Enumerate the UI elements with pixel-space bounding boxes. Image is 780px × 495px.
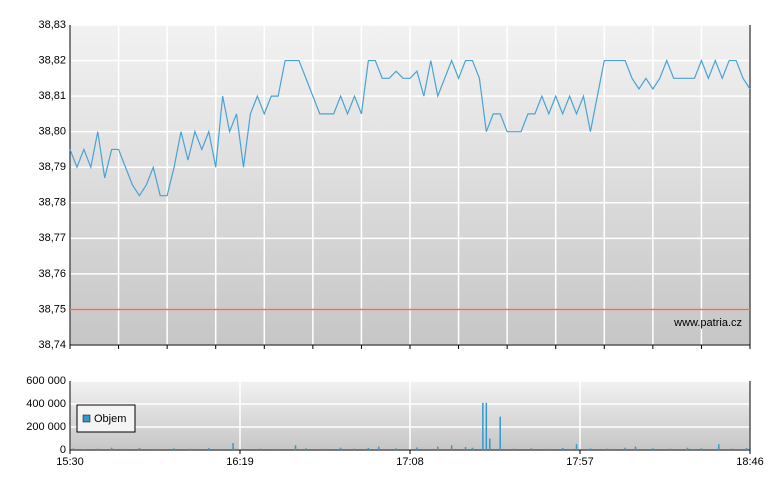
volume-bar [395, 448, 397, 450]
volume-bar [138, 447, 141, 450]
volume-bar [353, 448, 356, 450]
volume-bar [322, 448, 325, 450]
volume-bar [575, 444, 578, 450]
volume-bar [124, 448, 127, 450]
x-tick-label: 16:19 [226, 456, 254, 468]
volume-bar [482, 402, 484, 450]
x-tick-label: 15:30 [56, 456, 84, 468]
volume-bar [530, 448, 533, 450]
volume-bar [208, 448, 210, 450]
y-tick-label: 600 000 [26, 375, 66, 387]
volume-bar [471, 447, 474, 450]
price-line [69, 58, 751, 197]
volume-bar [294, 445, 297, 450]
volume-bar [110, 447, 113, 450]
volume-bar [485, 402, 488, 450]
x-tick-label: 18:46 [736, 456, 764, 468]
volume-bar [437, 446, 439, 450]
y-tick-label: 200 000 [26, 421, 66, 433]
volume-bar [97, 448, 99, 450]
volume-bar [561, 447, 564, 450]
volume-bar [277, 448, 279, 450]
volume-bar [232, 443, 234, 450]
y-tick-label: 38,81 [38, 90, 66, 102]
y-tick-label: 38,78 [38, 197, 66, 209]
y-tick-label: 38,77 [38, 232, 66, 244]
volume-bar [499, 416, 501, 450]
volume-bar [700, 448, 703, 450]
volume-bar [173, 448, 175, 450]
y-tick-label: 38,79 [38, 161, 66, 173]
volume-bar [548, 448, 550, 450]
y-tick-label: 38,82 [38, 54, 66, 66]
volume-bar [367, 447, 370, 450]
volume-bar [416, 447, 418, 450]
volume-bar [718, 444, 720, 450]
volume-bar [260, 448, 262, 450]
y-tick-label: 38,83 [38, 19, 66, 31]
volume-bar [450, 445, 453, 450]
volume-bar [155, 448, 158, 450]
watermark: www.patria.cz [673, 317, 742, 329]
volume-bar [513, 448, 515, 450]
volume-bar [72, 448, 75, 450]
legend-label: Objem [94, 413, 126, 425]
volume-bar [242, 448, 245, 450]
volume-bar [652, 448, 654, 450]
volume-bar [624, 447, 626, 450]
volume-bar [731, 448, 734, 450]
volume-bar [745, 447, 748, 450]
x-tick-label: 17:57 [566, 456, 594, 468]
volume-bar [305, 448, 307, 450]
volume-bar [83, 449, 85, 450]
y-tick-label: 38,74 [38, 339, 66, 351]
y-tick-label: 400 000 [26, 398, 66, 410]
volume-bar [190, 448, 193, 450]
x-tick-label: 17:08 [396, 456, 424, 468]
legend-swatch [82, 414, 91, 423]
y-tick-label: 38,76 [38, 268, 66, 280]
volume-bar [634, 446, 637, 450]
volume-bar [339, 447, 342, 450]
volume-bar [589, 448, 592, 450]
volume-bar [464, 447, 467, 450]
y-tick-label: 38,80 [38, 126, 66, 138]
volume-bar [378, 446, 380, 450]
y-tick-label: 38,75 [38, 303, 66, 315]
volume-bar [607, 448, 609, 450]
volume-bar [686, 447, 689, 450]
y-tick-label: 0 [60, 444, 66, 456]
volume-bar [669, 448, 671, 450]
volume-bar [489, 438, 491, 450]
